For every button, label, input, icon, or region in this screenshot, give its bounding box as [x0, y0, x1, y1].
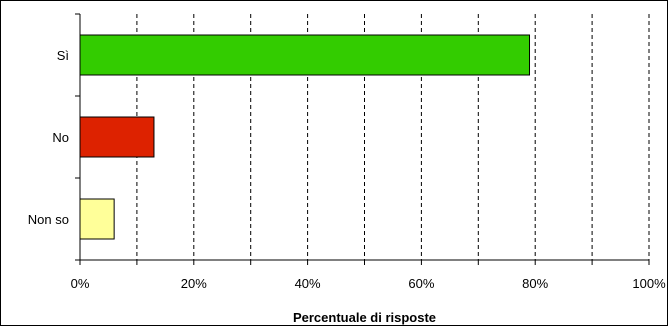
x-tick-label: 80%	[522, 276, 548, 291]
x-axis-title: Percentuale di risposte	[293, 310, 436, 325]
bar-0	[79, 34, 531, 76]
bars	[79, 34, 531, 240]
category-labels: Sì No Non so	[28, 48, 69, 227]
x-tick-label: 60%	[408, 276, 434, 291]
category-label: Non so	[28, 212, 69, 227]
x-tick-label: 40%	[295, 276, 321, 291]
x-tick-label: 0%	[71, 276, 90, 291]
x-tick-label: 100%	[632, 276, 666, 291]
x-tick-label: 20%	[181, 276, 207, 291]
x-tick-labels: 0% 20% 40% 60% 80% 100%	[71, 276, 666, 291]
axes	[75, 13, 650, 265]
category-label: Sì	[57, 48, 69, 63]
category-label: No	[52, 130, 69, 145]
bar-2	[79, 198, 115, 240]
bar-1	[79, 116, 155, 158]
